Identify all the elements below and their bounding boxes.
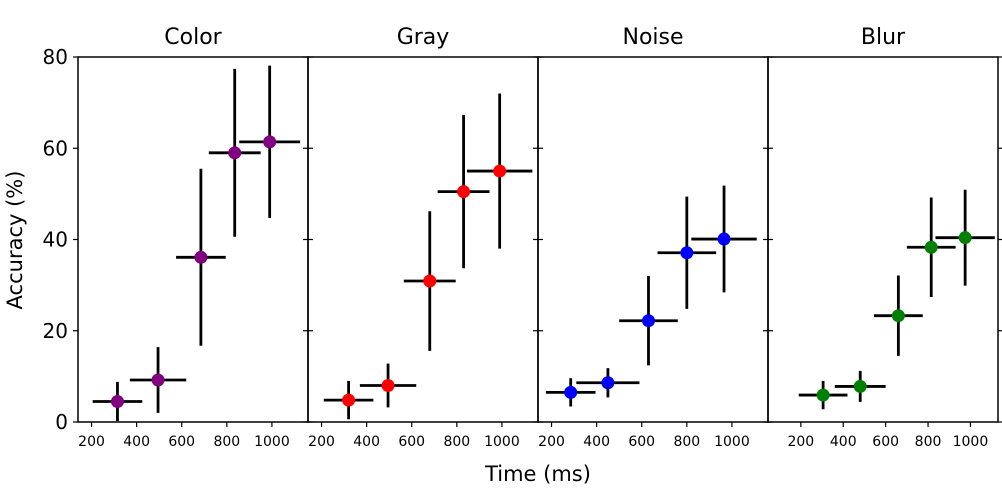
panel-frame <box>77 56 309 423</box>
chart-panel-gray: Gray 200 400 600 800 1000 <box>303 25 543 450</box>
data-point <box>891 309 905 323</box>
x-tick-label: 600 <box>398 434 425 450</box>
data-point <box>381 379 395 392</box>
data-point <box>194 250 208 264</box>
x-tick-label: 800 <box>213 434 240 450</box>
x-tick-label: 400 <box>353 434 380 450</box>
data-point <box>958 231 972 245</box>
x-axis-label: Time (ms) <box>484 462 591 486</box>
panel-frame <box>767 56 999 423</box>
data-point <box>228 146 242 160</box>
x-tick-label: 600 <box>872 434 899 450</box>
x-tick-label: 800 <box>673 434 700 450</box>
data-point <box>457 185 471 199</box>
data-point <box>924 240 938 254</box>
x-tick-label: 600 <box>168 434 195 450</box>
panel-title: Noise <box>622 25 683 50</box>
y-tick-label: 0 <box>55 410 68 434</box>
x-tick-label: 1000 <box>484 434 520 450</box>
x-tick-label: 200 <box>78 434 105 450</box>
x-tick-label: 800 <box>443 434 470 450</box>
y-axis-label: Accuracy (%) <box>3 171 27 310</box>
data-point <box>342 393 356 407</box>
x-tick-label: 400 <box>583 434 610 450</box>
panel-title: Gray <box>397 25 450 50</box>
data-point <box>564 385 578 399</box>
data-point <box>601 376 615 390</box>
panel-title: Color <box>164 25 222 50</box>
x-tick-label: 200 <box>308 434 335 450</box>
chart-panel-noise: Noise 200 400 600 800 1000 <box>533 25 773 450</box>
x-tick-label: 600 <box>628 434 655 450</box>
x-tick-label: 1000 <box>254 434 290 450</box>
data-point <box>816 388 830 402</box>
x-tick-label: 400 <box>830 434 857 450</box>
data-point <box>641 314 655 328</box>
panels: Color 200 400 600 800 1000 0 20 40 60 80 Gray 200 400… <box>43 25 1002 450</box>
x-tick-label: 400 <box>123 434 150 450</box>
data-point <box>263 135 277 149</box>
x-tick-label: 200 <box>787 434 814 450</box>
data-point <box>151 373 165 387</box>
y-tick-label: 20 <box>43 319 68 343</box>
data-point <box>423 274 437 288</box>
chart-panel-color: Color 200 400 600 800 1000 0 20 40 60 80 <box>43 25 313 450</box>
x-tick-label: 1000 <box>953 434 989 450</box>
data-point <box>680 246 694 260</box>
chart-panel-blur: Blur 200 400 600 800 1000 <box>763 25 1002 450</box>
y-tick-label: 80 <box>43 45 68 69</box>
y-tick-label: 40 <box>43 228 68 252</box>
panel-frame <box>307 56 539 423</box>
data-point <box>110 394 124 408</box>
x-tick-label: 800 <box>915 434 942 450</box>
data-point <box>493 164 507 178</box>
panel-title: Blur <box>861 25 906 50</box>
y-tick-label: 60 <box>43 136 68 160</box>
x-tick-label: 200 <box>538 434 565 450</box>
data-point <box>717 232 731 246</box>
data-point <box>853 379 867 393</box>
x-tick-label: 1000 <box>714 434 750 450</box>
